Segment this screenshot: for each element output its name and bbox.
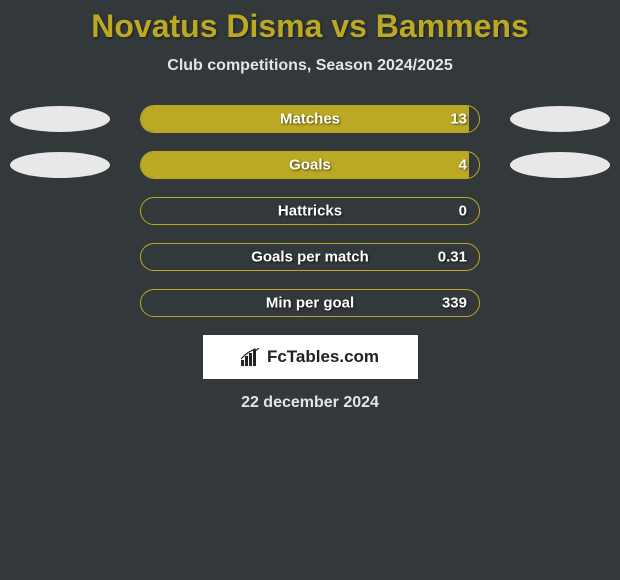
stats-area: Matches 13 Goals 4 Hattricks 0 Goals per match… (0, 105, 620, 317)
bar-value: 339 (442, 295, 467, 312)
brand-label: FcTables.com (241, 347, 379, 367)
stat-bar: Min per goal 339 (140, 289, 480, 317)
bar-chart-icon (241, 348, 261, 366)
bar-label: Matches (280, 111, 340, 128)
stat-bar: Matches 13 (140, 105, 480, 133)
bar-outer: Matches 13 (140, 105, 480, 133)
player-ellipse-left (10, 152, 110, 178)
stats-row: Hattricks 0 (0, 197, 620, 225)
bar-outer: Goals per match 0.31 (140, 243, 480, 271)
stat-bar: Hattricks 0 (140, 197, 480, 225)
bar-outer: Min per goal 339 (140, 289, 480, 317)
bar-outer: Hattricks 0 (140, 197, 480, 225)
stats-row: Goals per match 0.31 (0, 243, 620, 271)
stats-row: Goals 4 (0, 151, 620, 179)
stat-bar: Goals 4 (140, 151, 480, 179)
bar-label: Hattricks (278, 203, 342, 220)
stats-row: Min per goal 339 (0, 289, 620, 317)
subtitle: Club competitions, Season 2024/2025 (0, 57, 620, 75)
player-ellipse-right (510, 106, 610, 132)
brand-text: FcTables.com (267, 347, 379, 367)
ellipse-spacer (10, 198, 110, 224)
bar-outer: Goals 4 (140, 151, 480, 179)
bar-value: 0 (459, 203, 467, 220)
ellipse-spacer (510, 290, 610, 316)
date-label: 22 december 2024 (0, 394, 620, 412)
bar-value: 13 (450, 111, 467, 128)
ellipse-spacer (10, 244, 110, 270)
stats-row: Matches 13 (0, 105, 620, 133)
brand-box[interactable]: FcTables.com (203, 335, 418, 379)
ellipse-spacer (10, 290, 110, 316)
main-container: Novatus Disma vs Bammens Club competitio… (0, 0, 620, 412)
stat-bar: Goals per match 0.31 (140, 243, 480, 271)
bar-label: Goals (289, 157, 331, 174)
player-ellipse-left (10, 106, 110, 132)
ellipse-spacer (510, 198, 610, 224)
bar-value: 4 (459, 157, 467, 174)
page-title: Novatus Disma vs Bammens (0, 8, 620, 45)
bar-value: 0.31 (438, 249, 467, 266)
bar-label: Min per goal (266, 295, 354, 312)
ellipse-spacer (510, 244, 610, 270)
player-ellipse-right (510, 152, 610, 178)
bar-label: Goals per match (251, 249, 369, 266)
